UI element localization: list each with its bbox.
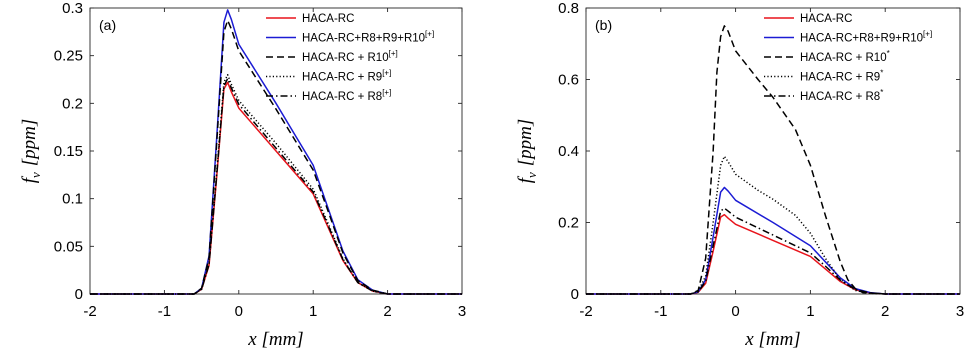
y-tick-label: 0 [571, 286, 579, 303]
series-line-2 [90, 19, 462, 295]
legend-entry: HACA-RC + R8[+] [302, 88, 391, 103]
x-tick-label: 2 [881, 303, 889, 320]
x-axis-label: x [mm] [247, 329, 303, 350]
series-line-4 [586, 207, 960, 295]
x-tick-label: 2 [383, 303, 391, 320]
legend-entry: HACA-RC [800, 13, 852, 25]
series-line-4 [90, 77, 462, 295]
x-tick-label: -2 [579, 303, 592, 320]
y-tick-label: 0.8 [558, 0, 579, 17]
panel-label: (a) [99, 17, 116, 33]
legend-entry: HACA-RC+R8+R9+R10[+] [800, 30, 932, 45]
x-tick-label: 0 [731, 303, 739, 320]
x-tick-label: 1 [806, 303, 814, 320]
legend-entry: HACA-RC + R10* [800, 49, 890, 64]
chart-panel-a: -2 -1 0 1 2 3 0 0.05 0.1 0.15 0.2 0.25 0.3 (a) HACA-RC… [19, 0, 466, 350]
legend-entry: HACA-RC [302, 13, 354, 25]
x-tick-label: 1 [309, 303, 317, 320]
y-tick-label: 0.15 [54, 143, 83, 160]
series-line-3 [90, 73, 462, 295]
legend-entry: HACA-RC + R9[+] [302, 69, 391, 84]
x-tick-label: -2 [83, 303, 96, 320]
x-tick-label: 3 [458, 303, 466, 320]
y-tick-label: 0.3 [62, 0, 83, 17]
y-tick-label: 0.25 [54, 48, 83, 65]
x-tick-label: 3 [956, 303, 964, 320]
y-tick-label: 0.2 [558, 215, 579, 232]
x-tick-label: -1 [654, 303, 667, 320]
series-line-3 [586, 155, 960, 295]
legend-entry: HACA-RC + R10[+] [302, 49, 398, 64]
plot-frame [585, 7, 961, 295]
legend-entry: HACA-RC + R8* [800, 88, 883, 103]
series-line-0 [586, 213, 960, 295]
chart-panel-b: -2 -1 0 1 2 3 0 0.2 0.4 0.6 0.8 (b) HACA-RC HACA-RC+R… [515, 0, 964, 350]
series-line-2 [586, 25, 960, 295]
y-tick-label: 0.6 [558, 72, 579, 89]
series-line-0 [90, 81, 462, 295]
legend-entry: HACA-RC+R8+R9+R10[+] [302, 30, 434, 45]
x-axis-label: x [mm] [744, 329, 800, 350]
y-tick-label: 0.1 [62, 191, 83, 208]
x-tick-label: -1 [158, 303, 171, 320]
y-axis-label: fv[ppm] [19, 119, 43, 184]
y-axis-label: fv[ppm] [515, 119, 539, 184]
y-tick-label: 0.2 [62, 95, 83, 112]
y-tick-label: 0.4 [558, 143, 579, 160]
panel-label: (b) [595, 17, 612, 33]
legend-entry: HACA-RC + R9* [800, 69, 883, 84]
y-tick-label: 0 [75, 286, 83, 303]
x-tick-label: 0 [235, 303, 243, 320]
y-tick-label: 0.05 [54, 238, 83, 255]
